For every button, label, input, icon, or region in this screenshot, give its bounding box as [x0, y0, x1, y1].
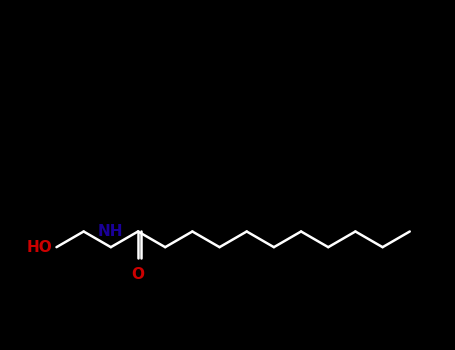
- Text: HO: HO: [27, 240, 53, 255]
- Text: O: O: [131, 267, 145, 282]
- Text: NH: NH: [98, 224, 124, 239]
